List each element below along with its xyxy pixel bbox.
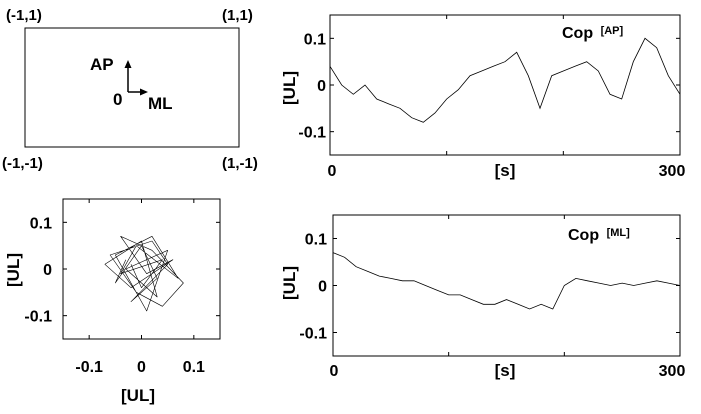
cop-trajectory-x-label: [UL] (121, 386, 155, 405)
x-tick-label: 0.1 (183, 359, 205, 376)
cop-ml-title-main: Cop (568, 227, 599, 244)
cop-ap-title-main: Cop (562, 25, 593, 42)
cop-ap-y-tick-labels: 0.1 0 -0.1 (298, 31, 326, 141)
cop-ml-y-tick-labels: 0.1 0 -0.1 (299, 232, 327, 343)
cop-ml-plot: 0.1 0 -0.1 0 300 [s] [UL] Cop [ML] (280, 214, 686, 380)
origin-label: 0 (113, 90, 122, 109)
ap-arrow-head-icon (124, 60, 132, 68)
cop-ap-series-line (329, 37, 681, 123)
y-tick-label: 0.1 (305, 232, 327, 249)
cop-trajectory-y-label: [UL] (4, 253, 23, 287)
cop-ap-title: Cop [AP] (562, 25, 624, 42)
coordinate-box (24, 27, 240, 148)
cop-ap-frame (329, 14, 681, 156)
ap-label: AP (90, 55, 114, 74)
cop-ap-title-sub: [AP] (601, 25, 624, 37)
cop-ap-y-label: [UL] (280, 71, 299, 105)
cop-trajectory-series-line (104, 236, 184, 312)
cop-trajectory-frame (62, 198, 221, 340)
y-tick-label: 0 (317, 78, 326, 95)
cop-trajectory-y-tick-labels: 0.1 0 -0.1 (24, 215, 52, 325)
cop-trajectory-x-tick-labels: -0.1 0 0.1 (75, 359, 205, 376)
ml-arrow-head-icon (140, 88, 148, 96)
corner-top-left: (-1,1) (6, 7, 42, 24)
corner-top-right: (1,1) (222, 7, 253, 24)
cop-ml-title: Cop [ML] (568, 227, 630, 244)
y-tick-label: -0.1 (299, 326, 327, 343)
y-tick-label: -0.1 (24, 309, 52, 326)
corner-bottom-left: (-1,-1) (2, 155, 43, 172)
y-tick-label: 0 (43, 262, 52, 279)
cop-trajectory-plot: 0.1 0 -0.1 -0.1 0 0.1 [UL] [UL] (4, 198, 221, 405)
cop-ap-x-label: [s] (495, 161, 516, 180)
y-tick-label: 0.1 (30, 215, 52, 232)
cop-ap-x-tick-0: 0 (328, 163, 337, 180)
x-tick-label: 0 (137, 359, 146, 376)
cop-ml-x-label: [s] (495, 361, 516, 380)
cop-ap-tick-marks (329, 15, 680, 155)
cop-ml-title-sub: [ML] (607, 227, 631, 239)
y-tick-label: 0.1 (304, 31, 326, 48)
cop-ml-y-label: [UL] (280, 266, 299, 300)
cop-ap-x-tick-300: 300 (659, 163, 686, 180)
y-tick-label: 0 (318, 279, 327, 296)
cop-trajectory-tick-marks (63, 199, 220, 339)
corner-bottom-right: (1,-1) (222, 155, 258, 172)
x-tick-label: -0.1 (75, 359, 103, 376)
coordinate-diagram: (-1,1) (1,1) (-1,-1) (1,-1) AP ML 0 (2, 7, 258, 172)
y-tick-label: -0.1 (298, 125, 326, 142)
cop-ml-x-tick-0: 0 (330, 363, 339, 380)
cop-ap-plot: 0.1 0 -0.1 0 300 [s] [UL] Cop [AP] (280, 14, 686, 180)
cop-ml-x-tick-300: 300 (659, 363, 686, 380)
ml-label: ML (148, 94, 173, 113)
cop-ml-series-line (332, 252, 681, 310)
